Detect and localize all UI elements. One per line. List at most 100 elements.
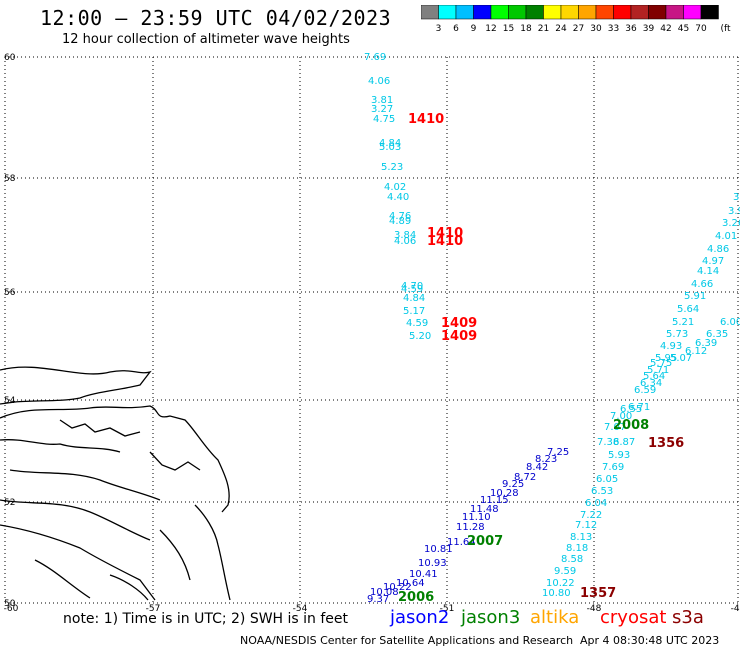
x-tick-label: -45: [731, 604, 740, 612]
wave-height-value: 4.40: [387, 192, 409, 203]
wave-height-value: 6.71: [628, 402, 650, 413]
colorbar-label: 33: [608, 24, 619, 34]
wave-height-value: 4.89: [389, 216, 411, 227]
wave-height-value: 6.00: [720, 317, 740, 328]
wave-height-value: 6.04: [585, 498, 607, 509]
wave-height-value: 6.55: [620, 404, 642, 415]
wave-height-value: 6.05: [596, 474, 618, 485]
wave-height-value: 11.10: [462, 512, 491, 523]
wave-height-value: 10.08: [370, 587, 399, 598]
wave-height-points: 7.694.063.813.274.754.845.035.234.024.40…: [364, 52, 740, 605]
wave-height-value: 5.75: [650, 358, 672, 369]
wave-height-value: 4.59: [401, 284, 423, 295]
wave-height-value: 4.84: [379, 138, 401, 149]
colorbar-label: 6: [453, 24, 459, 34]
time-label: 1410: [408, 112, 444, 127]
wave-height-value: 5.71: [647, 365, 669, 376]
colorbar-label: 42: [660, 24, 671, 34]
legend-note: note: 1) Time is in UTC; 2) SWH is in fe…: [63, 611, 349, 627]
wave-height-value: 4.59: [406, 318, 428, 329]
wave-height-value: 8.58: [561, 554, 583, 565]
x-tick-label: -57: [146, 604, 161, 612]
wave-height-value: 5.03: [379, 142, 401, 153]
wave-height-value: 4.02: [384, 182, 406, 193]
y-tick-label: 52: [4, 498, 15, 508]
wave-height-value: 10.22: [546, 578, 575, 589]
wave-height-value: 10.22: [383, 582, 412, 593]
colorbar-label: 27: [573, 24, 584, 34]
wave-height-value: 4.66: [691, 279, 713, 290]
wave-height-value: 5.64: [677, 304, 699, 315]
colorbar-label: 21: [538, 24, 549, 34]
y-tick-label: 60: [4, 53, 16, 63]
time-label: 1356: [648, 436, 684, 451]
wave-height-value: 4.84: [403, 293, 425, 304]
y-tick-label: 56: [4, 288, 16, 298]
x-tick-label: -48: [587, 604, 602, 612]
wave-height-value: 6.12: [685, 346, 707, 357]
wave-height-value: 5.91: [684, 291, 706, 302]
wave-height-value: 5.17: [403, 306, 425, 317]
time-label: 1409: [441, 329, 477, 344]
colorbar-label: 30: [590, 24, 602, 34]
wave-height-value: 10.93: [418, 558, 447, 569]
colorbar-label: 24: [555, 24, 567, 34]
colorbar-label: 9: [471, 24, 477, 34]
wave-height-value: 7.00: [610, 411, 632, 422]
colorbar-unit: (ft): [721, 24, 732, 34]
wave-height-value: 5.73: [666, 329, 688, 340]
time-label: 1357: [580, 586, 616, 601]
wave-height-value: 4.06: [368, 76, 390, 87]
wave-height-value: 10.80: [542, 588, 571, 599]
wave-height-value: 8.42: [526, 462, 548, 473]
time-label: 2006: [398, 590, 434, 605]
wave-height-value: 7.69: [602, 462, 624, 473]
wave-height-value: 5.21: [672, 317, 694, 328]
wave-height-value: 3.81: [371, 95, 393, 106]
wave-height-value: 3.26: [722, 218, 740, 229]
wave-height-value: 9.25: [502, 479, 524, 490]
time-label: 2008: [613, 418, 649, 433]
y-tick-label: 58: [4, 174, 16, 184]
wave-height-value: 3.9: [728, 206, 740, 217]
wave-height-value: 10.41: [409, 569, 438, 580]
colorbar-label: 45: [678, 24, 689, 34]
wave-height-value: 6.35: [706, 329, 728, 340]
colorbar-label: 39: [643, 24, 655, 34]
wave-height-value: 6.39: [695, 338, 717, 349]
colorbar-label: 70: [695, 24, 707, 34]
satellite-legend-jason3: jason3: [461, 607, 521, 628]
credit-text: NOAA/NESDIS Center for Satellite Applica…: [240, 634, 574, 647]
colorbar-label: 3: [436, 24, 442, 34]
wave-height-value: 4.06: [394, 236, 416, 247]
wave-height-value: 7.07: [604, 422, 626, 433]
satellite-legend-cryosat: cryosat: [600, 607, 667, 628]
satellite-legend-altika: altika: [530, 607, 580, 628]
wave-height-value: 4.97: [702, 256, 724, 267]
generated-timestamp: Apr 4 08:30:48 UTC 2023: [580, 634, 720, 647]
wave-height-value: 9.37: [367, 594, 389, 605]
wave-height-value: 5.64: [643, 371, 665, 382]
wave-height-value: 4.70: [401, 281, 423, 292]
wave-height-value: 11.64: [447, 537, 476, 548]
colorbar-label: 15: [503, 24, 514, 34]
coastline: [0, 366, 231, 601]
wave-height-value: 10.81: [424, 544, 453, 555]
wave-height-value: 8.18: [566, 543, 588, 554]
wave-height-value: 7.22: [580, 510, 602, 521]
wave-height-value: 11.28: [456, 522, 485, 533]
wave-height-value: 8.72: [514, 472, 536, 483]
satellite-legend-s3a: s3a: [672, 607, 704, 628]
wave-height-value: 5.95: [655, 353, 677, 364]
colorbar-swatch: [700, 5, 719, 20]
wave-height-value: 7.25: [547, 447, 569, 458]
wave-height-value: 6.34: [640, 378, 662, 389]
x-tick-label: -54: [293, 604, 308, 612]
wave-height-value: 9.59: [554, 566, 576, 577]
time-label: 1409: [441, 316, 477, 331]
time-label: 1410: [427, 226, 463, 241]
wave-height-value: 4.86: [707, 244, 729, 255]
wave-height-value: 3.84: [394, 230, 416, 241]
wave-height-value: 10.64: [396, 578, 425, 589]
